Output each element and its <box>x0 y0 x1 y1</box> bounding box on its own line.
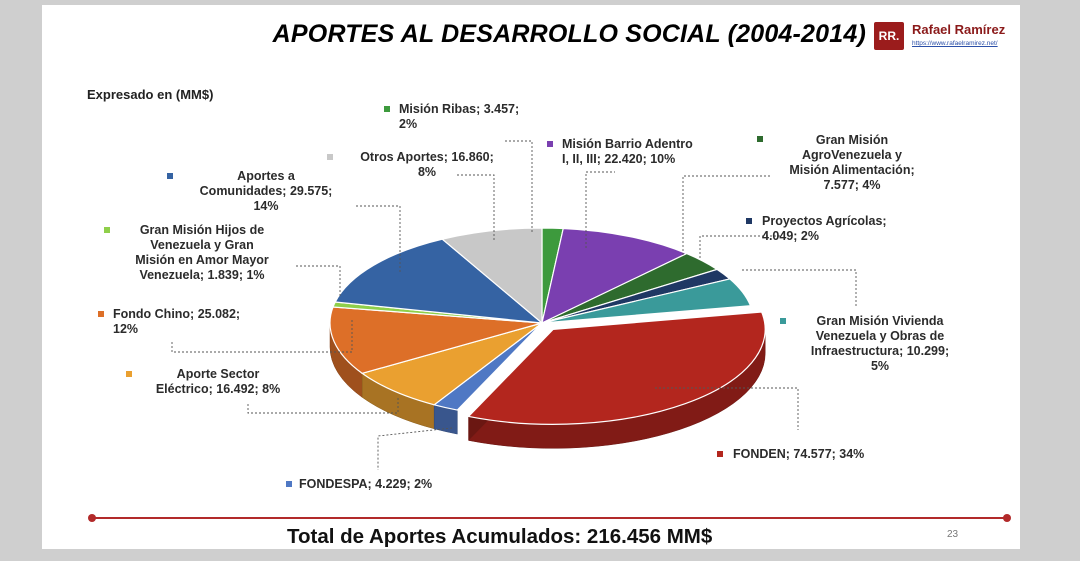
legend-marker-gran-mision-vivienda-venezuela-y-obras-de-infraestructura <box>780 318 786 324</box>
brand-logo: RR. <box>874 22 904 50</box>
legend-marker-mision-ribas <box>384 106 390 112</box>
leader-line-gran-mision-hijos-de-venezuela-y-gran-mision-en-amor-mayor-venezuela <box>294 265 341 296</box>
data-label-mision-barrio-adentro-i-ii-iii: Misión Barrio Adentro I, II, III; 22.420;… <box>562 137 693 166</box>
slice-otros-aportes <box>441 227 543 325</box>
data-label-proyectos-agricolas: Proyectos Agrícolas; 4.049; 2% <box>762 214 887 243</box>
legend-marker-otros-aportes <box>327 154 333 160</box>
leader-line-gran-mision-agrovenezuela-y-mision-alimentacion <box>682 175 770 255</box>
divider-left-dot <box>88 514 96 522</box>
leader-line-gran-mision-vivienda-venezuela-y-obras-de-infraestructura <box>742 269 857 306</box>
data-label-gran-mision-agrovenezuela-y-mision-alimentacion: Gran Misión AgroVenezuela y Misión Aliment… <box>789 133 914 192</box>
leader-line-proyectos-agricolas <box>699 235 782 258</box>
pie-top-layer <box>329 227 766 425</box>
footer-divider <box>92 517 1008 519</box>
slice-gran-mision-vivienda-venezuela-y-obras-de-infraestructura <box>541 278 752 324</box>
legend-marker-aportes-a-comunidades <box>167 173 173 179</box>
data-label-fondespa: FONDESPA; 4.229; 2% <box>299 477 432 491</box>
legend-marker-fondo-chino <box>98 311 104 317</box>
chart-subtitle: Expresado en (MM$) <box>87 87 214 102</box>
slice-mision-barrio-adentro-i-ii-iii <box>541 227 689 325</box>
legend-marker-gran-mision-hijos-de-venezuela-y-gran-mision-en-amor-mayor-venezuela <box>104 227 110 233</box>
leader-line-fondo-chino <box>171 320 353 353</box>
leader-line-aporte-sector-electrico <box>247 398 399 414</box>
leader-line-fondespa <box>377 427 453 470</box>
legend-marker-gran-mision-agrovenezuela-y-mision-alimentacion <box>757 136 763 142</box>
slice-aportes-a-comunidades <box>334 238 544 324</box>
legend-marker-aporte-sector-electrico <box>126 371 132 377</box>
leader-line-aportes-a-comunidades <box>355 205 401 272</box>
data-label-fonden: FONDEN; 74.577; 34% <box>733 447 864 461</box>
page-number: 23 <box>947 529 959 540</box>
slice-fondo-chino <box>329 306 543 375</box>
slide-title: APORTES AL DESARROLLO SOCIAL (2004-2014) <box>272 20 866 48</box>
legend-marker-fondespa <box>286 481 292 487</box>
pie-labels: Misión Ribas; 3.457; 2% Misión Barrio Aden… <box>98 102 949 491</box>
data-label-mision-ribas: Misión Ribas; 3.457; 2% <box>399 102 519 131</box>
data-label-fondo-chino: Fondo Chino; 25.082; 12% <box>113 307 240 336</box>
data-label-gran-mision-hijos-de-venezuela-y-gran-mision-en-amor-mayor-venezuela: Gran Misión Hijos de Venezuela y Gran Misi… <box>135 223 269 282</box>
leader-line-otros-aportes <box>455 174 495 240</box>
legend-marker-fonden <box>717 451 723 457</box>
divider-right-dot <box>1003 514 1011 522</box>
slice-aporte-sector-electrico <box>360 322 543 406</box>
legend-marker-mision-barrio-adentro-i-ii-iii <box>547 141 553 147</box>
total-contributions: Total de Aportes Acumulados: 216.456 MM$ <box>287 525 713 548</box>
leader-line-mision-barrio-adentro-i-ii-iii <box>585 171 615 248</box>
brand-name: Rafael Ramírez <box>912 22 1006 37</box>
data-label-aportes-a-comunidades: Aportes a Comunidades; 29.575; 14% <box>200 169 333 213</box>
leader-line-mision-ribas <box>503 140 533 232</box>
data-label-otros-aportes: Otros Aportes; 16.860; 8% <box>360 150 494 179</box>
brand-url-link[interactable]: https://www.rafaelramirez.net/ <box>912 40 998 47</box>
legend-marker-proyectos-agricolas <box>746 218 752 224</box>
data-label-aporte-sector-electrico: Aporte Sector Eléctrico; 16.492; 8% <box>156 367 280 396</box>
data-label-gran-mision-vivienda-venezuela-y-obras-de-infraestructura: Gran Misión Vivienda Venezuela y Obras de… <box>811 314 949 373</box>
slice-fonden <box>467 311 766 425</box>
